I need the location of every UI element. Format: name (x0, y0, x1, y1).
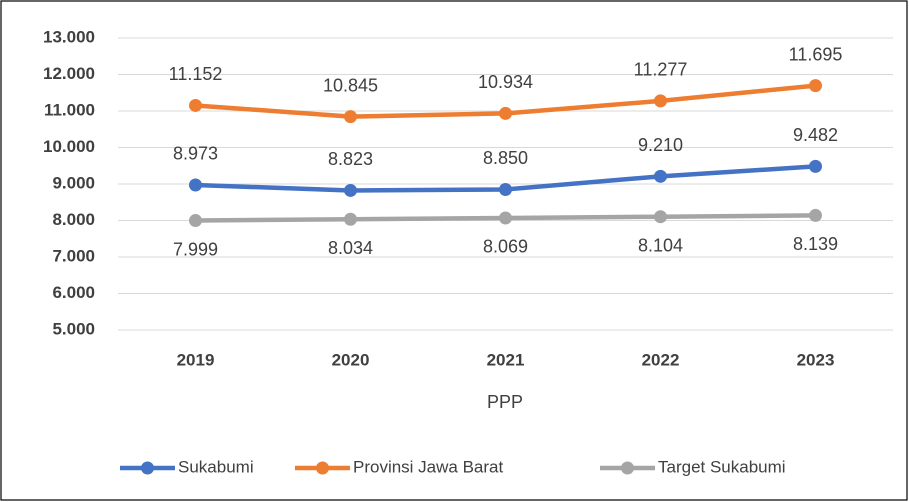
data-label: 8.973 (173, 144, 218, 164)
y-tick-label: 12.000 (43, 64, 95, 83)
series-marker (189, 214, 202, 228)
series-marker (344, 212, 357, 226)
legend-marker (621, 461, 634, 475)
series-marker (499, 211, 512, 225)
series-marker (654, 94, 667, 108)
legend-label: Provinsi Jawa Barat (353, 457, 504, 476)
y-tick-label: 10.000 (43, 137, 95, 156)
data-label: 8.069 (483, 237, 528, 257)
series-marker (809, 208, 822, 222)
data-label: 10.934 (478, 72, 533, 92)
series-marker (809, 159, 822, 173)
series-marker (654, 210, 667, 224)
series-marker (809, 79, 822, 93)
series-marker (499, 182, 512, 196)
series-marker (654, 169, 667, 183)
data-label: 8.034 (328, 238, 373, 258)
y-tick-label: 9.000 (52, 173, 95, 192)
data-label: 9.210 (638, 135, 683, 155)
x-tick-label: 2020 (332, 350, 370, 369)
series-marker (189, 178, 202, 192)
y-tick-label: 11.000 (44, 100, 95, 119)
x-tick-label: 2019 (177, 350, 215, 369)
legend-marker (316, 461, 329, 475)
legend-label: Sukabumi (178, 457, 254, 476)
x-tick-label: 2022 (642, 350, 680, 369)
data-label: 11.695 (789, 44, 843, 64)
series-marker (499, 106, 512, 120)
y-tick-label: 5.000 (52, 319, 95, 338)
y-tick-label: 8.000 (52, 210, 95, 229)
y-tick-label: 6.000 (52, 283, 95, 302)
y-tick-label: 13.000 (43, 27, 95, 46)
series-marker (344, 110, 357, 124)
data-label: 9.482 (793, 125, 838, 145)
y-tick-label: 7.000 (52, 246, 95, 265)
data-label: 11.277 (634, 60, 688, 80)
data-label: 7.999 (173, 239, 218, 259)
data-label: 8.850 (483, 148, 528, 168)
data-label: 8.104 (638, 235, 683, 255)
legend-marker (141, 461, 154, 475)
data-label: 8.139 (793, 234, 838, 254)
series-marker (189, 98, 202, 112)
x-axis-label: PPP (487, 392, 523, 412)
data-label: 10.845 (323, 75, 378, 95)
data-label: 8.823 (328, 149, 373, 169)
legend-label: Target Sukabumi (658, 457, 786, 476)
x-tick-label: 2023 (797, 350, 835, 369)
x-tick-label: 2021 (487, 350, 525, 369)
series-marker (344, 183, 357, 197)
data-label: 11.152 (169, 64, 223, 84)
